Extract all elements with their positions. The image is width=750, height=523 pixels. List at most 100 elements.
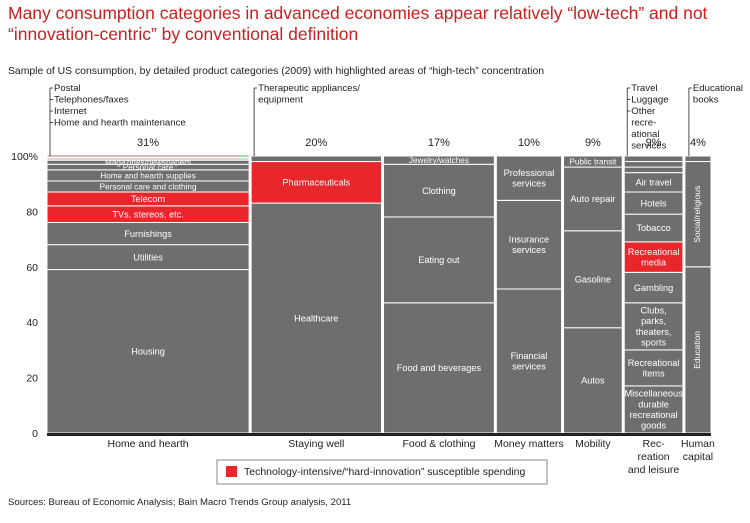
segment-label: Housing xyxy=(131,347,165,357)
segment-label: Clubs, xyxy=(641,306,667,316)
mekko-segment xyxy=(383,155,495,165)
legend-label: Technology-intensive/“hard-innovation” s… xyxy=(244,466,525,478)
mekko-segment xyxy=(563,155,623,168)
mekko-segment xyxy=(563,230,623,329)
segment-label: Jewelry/watches xyxy=(409,156,469,165)
chart-subtitle: Sample of US consumption, by detailed pr… xyxy=(8,66,545,77)
chart-title: Many consumption categories in advanced … xyxy=(8,3,708,44)
segment-label: Utilities xyxy=(133,252,163,262)
segment-label: Healthcare xyxy=(294,313,338,323)
segment-label: TVs, stereos, etc. xyxy=(112,209,183,219)
callout-label: books xyxy=(693,95,719,106)
column-share-label: 9% xyxy=(585,137,601,149)
column-share-label: 4% xyxy=(690,137,706,149)
segment-label: Eating out xyxy=(418,255,460,265)
column-share-label: 31% xyxy=(137,137,159,149)
mekko-segment xyxy=(623,349,684,387)
callout-label: Postal xyxy=(54,83,81,94)
callout-label: services xyxy=(631,141,666,152)
segment-label: durable xyxy=(638,399,669,409)
segment-label: services xyxy=(512,179,546,189)
y-tick-label: 40 xyxy=(26,317,38,329)
callout-label: Luggage xyxy=(631,95,668,106)
source-note: Sources: Bureau of Economic Analysis; Ba… xyxy=(8,497,352,508)
mekko-segment xyxy=(495,155,563,201)
mekko-segment xyxy=(563,166,623,232)
mekko-segment xyxy=(383,302,495,434)
y-tick-label: 20 xyxy=(26,373,38,385)
mekko-segment xyxy=(250,161,383,204)
legend-box xyxy=(216,459,548,485)
column-name-label: Money matters xyxy=(494,438,563,450)
segment-label: Personal care xyxy=(123,163,174,172)
segment-label: Personal care and clothing xyxy=(100,182,197,191)
segment-label: Auto repair xyxy=(570,194,615,204)
mekko-segment xyxy=(495,288,563,434)
mekko-segment xyxy=(383,163,495,218)
segment-label: recreational xyxy=(630,410,678,420)
segment-label: Tobacco xyxy=(636,223,670,233)
mekko-segment xyxy=(623,213,684,243)
segment-label: media xyxy=(641,258,667,268)
segment-label: Professional xyxy=(504,168,555,178)
column-share-label: 10% xyxy=(518,137,540,149)
column-share-label: 17% xyxy=(428,137,450,149)
segment-label: Clothing xyxy=(422,186,456,196)
column-name-label: Home and hearth xyxy=(107,438,188,450)
mekko-segment xyxy=(46,269,250,434)
segment-label: Magazines/newspapers xyxy=(105,158,191,167)
segment-label: Gasoline xyxy=(575,274,611,284)
segment-label: items xyxy=(643,368,665,378)
segment-label: Home and hearth supplies xyxy=(100,171,196,180)
column-share-label: 9% xyxy=(646,137,662,149)
segment-label: services xyxy=(512,245,546,255)
mekko-segment xyxy=(684,155,712,163)
segment-label: Recreational xyxy=(628,358,680,368)
segment-label: goods xyxy=(641,421,666,431)
segment-label: Gambling xyxy=(634,283,673,293)
segment-label: Education xyxy=(692,331,702,369)
segment-label: services xyxy=(512,362,546,372)
column-name-label: Food & clothing xyxy=(402,438,475,450)
mekko-segment xyxy=(623,155,684,163)
column-share-label: 20% xyxy=(305,137,327,149)
segment-label: Public transit xyxy=(569,157,617,166)
segment-label: Financial xyxy=(511,351,548,361)
segment-label: Furnishings xyxy=(124,229,172,239)
segment-label: sports xyxy=(641,338,666,348)
column-name-label: Human xyxy=(681,438,715,450)
callout-label: Telephones/faxes xyxy=(54,95,129,106)
callout-label: Internet xyxy=(54,106,87,117)
callout-label: Educational xyxy=(693,83,743,94)
segment-label: Telecom xyxy=(131,194,166,204)
mekko-segment xyxy=(250,155,383,163)
segment-label: Social/religious xyxy=(692,186,702,243)
callout-label: Travel xyxy=(631,83,657,94)
column-name-label: reation xyxy=(638,451,670,463)
callout-label: recre- xyxy=(631,118,656,129)
mekko-segment xyxy=(495,199,563,290)
mekko-segment xyxy=(46,244,250,271)
mekko-segment xyxy=(46,154,250,157)
segment-label: parks, xyxy=(641,316,666,326)
column-name-label: capital xyxy=(683,451,713,463)
mekko-segment xyxy=(563,327,623,434)
y-tick-label: 0 xyxy=(32,428,38,440)
callout-label: Home and hearth maintenance xyxy=(54,118,186,129)
mekko-segment xyxy=(684,266,712,434)
segment-label: Autos xyxy=(581,376,605,386)
mekko-segment xyxy=(623,166,684,174)
column-name-label: Mobility xyxy=(575,438,611,450)
callout-label: ational xyxy=(631,129,659,140)
mekko-segment xyxy=(623,161,684,168)
legend-swatch xyxy=(226,466,237,477)
segment-label: Miscellaneous xyxy=(624,389,683,399)
segment-label: Air travel xyxy=(635,178,671,188)
x-axis-baseline xyxy=(47,433,711,436)
segment-label: Hotels xyxy=(641,198,667,208)
segment-label: Pharmaceuticals xyxy=(282,178,350,188)
callout-label: Other xyxy=(631,106,656,117)
mekko-segment xyxy=(623,271,684,304)
callout-label: equipment xyxy=(258,95,303,106)
mekko-segment xyxy=(383,216,495,304)
